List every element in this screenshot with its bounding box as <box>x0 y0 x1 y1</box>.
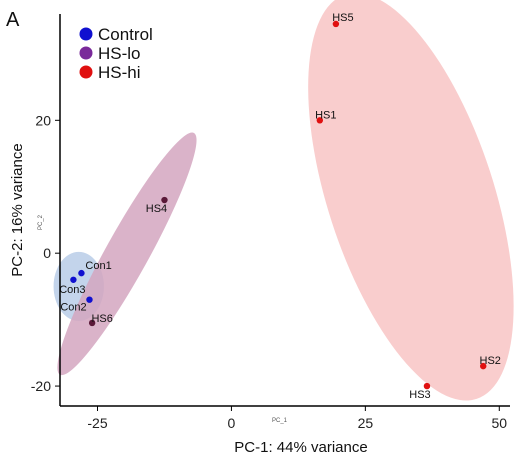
point-con3 <box>70 276 77 283</box>
point-hs6 <box>88 319 96 327</box>
x-tick-label: 0 <box>228 415 236 431</box>
point-con2 <box>86 296 93 303</box>
point-label-hs5: HS5 <box>332 12 353 24</box>
x-ticks: -25 0 25 50 <box>87 406 507 431</box>
x-tick-label: 50 <box>491 415 507 431</box>
point-label-con3: Con3 <box>59 284 85 296</box>
point-label-con2: Con2 <box>60 302 86 314</box>
x-axis-small-label: PC_1 <box>272 418 288 424</box>
y-tick-label: -20 <box>31 378 51 394</box>
ellipse-hs-hi <box>308 0 514 401</box>
point-hs4 <box>161 196 168 204</box>
y-tick-label: 0 <box>43 245 51 261</box>
point-label-hs1: HS1 <box>315 109 336 121</box>
legend-label-hs-hi: HS-hi <box>98 63 141 82</box>
plot-frame <box>59 14 510 407</box>
point-hs5 <box>332 20 340 28</box>
y-ticks: -20 0 20 <box>31 112 60 394</box>
legend-marker-control <box>79 27 93 41</box>
y-axis-title: PC-2: 16% variance <box>9 143 26 276</box>
legend-label-hs-lo: HS-lo <box>98 44 141 63</box>
point-label-con1: Con1 <box>85 260 111 272</box>
point-label-hs2: HS2 <box>480 355 501 367</box>
point-hs2 <box>480 362 487 370</box>
point-label-hs6: HS6 <box>91 313 112 325</box>
point-hs3 <box>423 382 431 390</box>
point-con1 <box>78 269 85 277</box>
point-label-hs3: HS3 <box>409 389 430 401</box>
x-tick-label: 25 <box>358 415 374 431</box>
point-label-hs4: HS4 <box>146 203 167 215</box>
y-axis-small-label: PC_2 <box>38 214 44 230</box>
ellipse-hs-lo <box>57 132 197 376</box>
ellipses-layer <box>53 0 514 401</box>
y-tick-label: 20 <box>35 112 51 128</box>
legend-marker-hs-hi <box>79 65 93 79</box>
legend-label-control: Control <box>98 25 153 44</box>
panel-letter: A <box>6 9 20 31</box>
point-hs1 <box>316 117 324 124</box>
x-tick-label: -25 <box>87 415 107 431</box>
x-axis-title: PC-1: 44% variance <box>234 439 367 456</box>
legend-marker-hs-lo <box>79 46 93 60</box>
